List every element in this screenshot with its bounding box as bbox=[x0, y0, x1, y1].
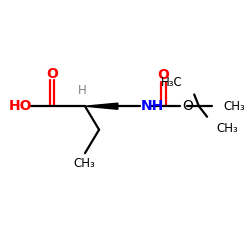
Text: H: H bbox=[78, 84, 87, 97]
Polygon shape bbox=[85, 103, 118, 109]
Text: HO: HO bbox=[9, 99, 32, 113]
Text: O: O bbox=[46, 67, 58, 81]
Text: NH: NH bbox=[141, 99, 164, 113]
Text: CH₃: CH₃ bbox=[73, 156, 95, 170]
Text: CH₃: CH₃ bbox=[216, 122, 238, 135]
Text: O: O bbox=[158, 68, 170, 82]
Text: CH₃: CH₃ bbox=[224, 100, 245, 113]
Text: O: O bbox=[182, 99, 193, 113]
Text: H₃C: H₃C bbox=[161, 76, 182, 89]
